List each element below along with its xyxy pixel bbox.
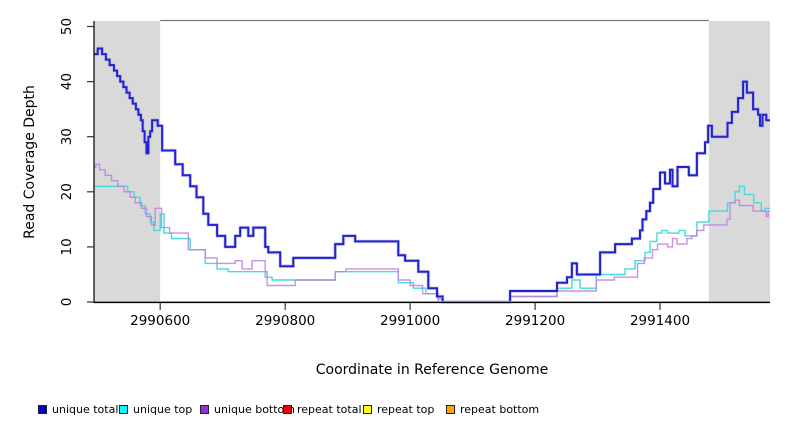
legend-item-repeat-total: repeat total [283, 398, 362, 420]
y-tick-label: 0 [59, 298, 75, 307]
x-tick-label: 2991000 [380, 313, 440, 329]
legend-label-unique-top: unique top [133, 402, 193, 416]
legend-label-unique-bottom: unique bottom [214, 402, 296, 416]
shaded-region-1 [708, 21, 770, 303]
legend-label-unique-total: unique total [52, 402, 119, 416]
legend-label-repeat-bottom: repeat bottom [460, 402, 540, 416]
y-tick-label: 20 [59, 183, 75, 200]
series-layer [94, 46, 770, 304]
unique-total-swatch-icon [38, 404, 47, 414]
chart-svg: 2990600 2990800 2991000 2991200 2991400 0 10 20… [22, 18, 770, 378]
axes-layer: 2990600 2990800 2991000 2991200 2991400 0 10 20… [59, 18, 770, 329]
unique-bottom-swatch-icon [200, 404, 209, 414]
legend-label-repeat-total: repeat total [297, 402, 362, 416]
y-axis-title: Read Coverage Depth [22, 85, 38, 239]
y-tick-label: 10 [59, 238, 75, 255]
chart-legend: unique total unique top unique bottom repea… [0, 398, 792, 422]
x-axis-title: Coordinate in Reference Genome [316, 362, 549, 378]
y-tick-label: 40 [59, 73, 75, 90]
legend-item-unique-top: unique top [119, 398, 192, 420]
shaded-region-0 [94, 21, 161, 303]
unique-top-swatch-icon [119, 404, 128, 414]
unique-bottom-line [94, 163, 770, 303]
repeat-bottom-swatch-icon [446, 404, 455, 414]
x-tick-label: 2991400 [630, 313, 690, 329]
unique-total-line [94, 47, 770, 303]
unique-total-line-halo [94, 46, 770, 304]
unique-top-line [94, 185, 770, 303]
y-tick-label: 50 [59, 18, 75, 35]
y-tick-label: 30 [59, 128, 75, 145]
x-tick-label: 2990800 [255, 313, 315, 329]
legend-item-repeat-top: repeat top [363, 398, 434, 420]
x-tick-label: 2990600 [130, 313, 190, 329]
repeat-total-swatch-icon [283, 404, 292, 414]
legend-item-repeat-bottom: repeat bottom [446, 398, 539, 420]
x-tick-label: 2991200 [505, 313, 565, 329]
shaded-regions-layer [94, 21, 770, 303]
legend-item-unique-total: unique total [38, 398, 118, 420]
legend-label-repeat-top: repeat top [377, 402, 435, 416]
legend-item-unique-bottom: unique bottom [200, 398, 295, 420]
repeat-top-swatch-icon [363, 404, 372, 414]
